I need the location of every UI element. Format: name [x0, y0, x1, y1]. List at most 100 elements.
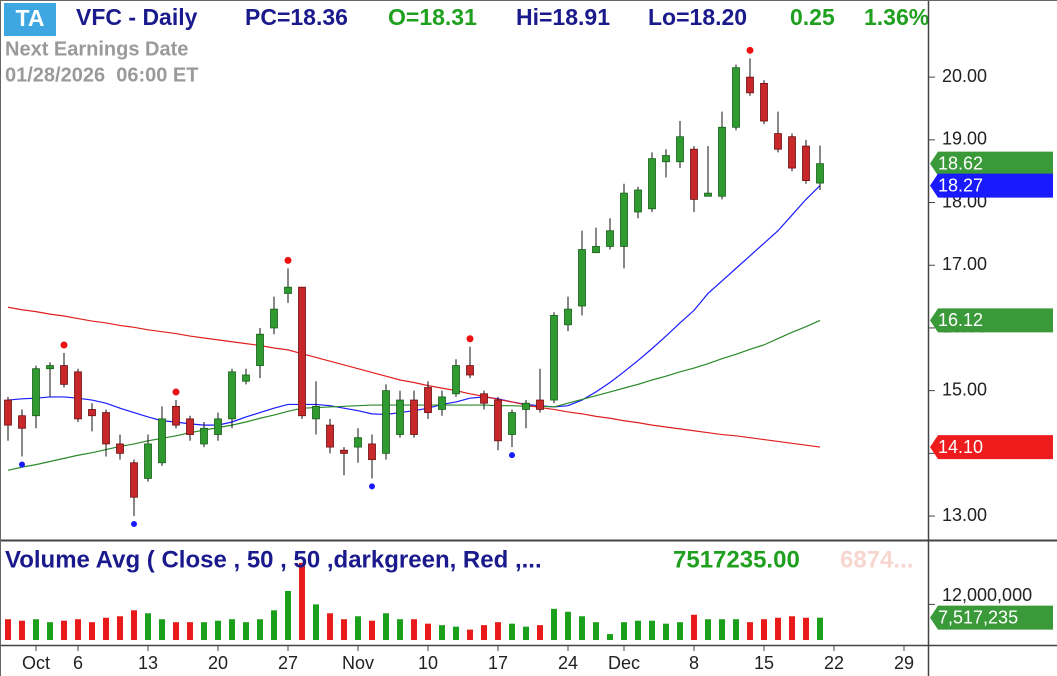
volume-bar [775, 617, 781, 640]
y-tick-label: 13.00 [942, 505, 987, 525]
volume-bar [719, 619, 725, 640]
price-tag-label: 14.10 [938, 437, 983, 457]
volume-bar [663, 623, 669, 640]
candle-body [550, 315, 558, 401]
candle-body [424, 387, 432, 413]
volume-bar [747, 622, 753, 640]
annotation: Next Earnings Date [5, 38, 188, 60]
price-tag-label: 18.62 [938, 153, 983, 173]
candle-body [270, 308, 278, 329]
volume-bar [579, 616, 585, 640]
candle-body [480, 393, 488, 404]
volume-bar [817, 617, 823, 640]
stat: PC=18.36 [245, 4, 348, 30]
volume-bar [145, 613, 151, 640]
volume-bar [201, 622, 207, 640]
volume-bar [761, 619, 767, 640]
candle-body [256, 333, 264, 366]
price-tag-box [930, 308, 1053, 333]
price-tag: 18.62 [930, 151, 1053, 176]
candle-body [718, 126, 726, 197]
volume-bar [593, 622, 599, 640]
x-tick-label: Nov [342, 653, 374, 673]
badge: TA [16, 5, 45, 31]
x-tick-label: 27 [278, 653, 298, 673]
chart-title: VFC - Daily [76, 4, 198, 30]
stat: Hi=18.91 [516, 4, 610, 30]
candle-body [32, 368, 40, 417]
volume-bar [411, 619, 417, 640]
volume-bar [691, 614, 697, 640]
volume-bar [89, 622, 95, 640]
candle-body [74, 371, 82, 420]
volume-bar [677, 622, 683, 640]
volume-bar [467, 629, 473, 640]
plot-area: TA VFC - Daily PC=18.36 O=18.31 Hi=18.91… [4, 3, 929, 640]
candle-body [60, 365, 68, 385]
candle-body [298, 286, 306, 417]
x-tick-label: 15 [754, 653, 774, 673]
ma-line [7, 306, 821, 448]
candle-body [326, 424, 334, 448]
candle-body [242, 374, 250, 382]
badge-box [4, 3, 56, 36]
candle-body [592, 246, 600, 254]
volume-bar [173, 622, 179, 640]
candle-body [102, 412, 110, 445]
y-tick-label: 20.00 [942, 66, 987, 86]
volume-bar [47, 622, 53, 640]
price-tag: 16.12 [930, 308, 1053, 333]
swing-high-dot [172, 388, 180, 396]
candle-body [340, 449, 348, 454]
volume-average: 6874... [840, 546, 913, 573]
y-tick-label: 15.00 [942, 379, 987, 399]
volume-bar [159, 619, 165, 640]
volume-bar [19, 620, 25, 640]
candle-body [494, 399, 502, 442]
swing-low-dot [509, 452, 515, 459]
candle-body [536, 399, 544, 410]
stat: 0.25 [790, 4, 835, 30]
price-tag-box [930, 605, 1053, 630]
price-tag-box [930, 173, 1053, 198]
candle-body [144, 443, 152, 479]
volume-bar [33, 619, 39, 640]
volume-bar [621, 622, 627, 640]
candle-body [172, 405, 180, 426]
volume-bar [803, 617, 809, 640]
swing-low-dot [19, 461, 25, 468]
candle-body [284, 286, 292, 294]
candle-body [312, 405, 320, 420]
price-tag-box [930, 151, 1053, 176]
volume-bar [369, 620, 375, 640]
candle-body [746, 76, 754, 94]
candle-body [620, 192, 628, 247]
volume-bar [229, 619, 235, 640]
volume-bar [481, 625, 487, 640]
x-tick-label: 13 [138, 653, 158, 673]
candle-body [648, 158, 656, 210]
candle-body [46, 365, 54, 370]
candle-body [564, 308, 572, 326]
candle-body [676, 136, 684, 163]
candle-body [354, 437, 362, 448]
volume-bar [75, 619, 81, 640]
volume-bar [789, 616, 795, 640]
candle-body [578, 249, 586, 307]
x-tick-label: Dec [608, 653, 640, 673]
x-tick-label: 8 [689, 653, 699, 673]
stat: 1.36% [864, 4, 929, 30]
candle-body [760, 82, 768, 122]
annotation: 01/28/2026 06:00 ET [5, 64, 198, 86]
candle-body [816, 163, 824, 184]
x-tick-label: 24 [558, 653, 578, 673]
volume-bar [257, 619, 263, 640]
candle-body [186, 418, 194, 435]
volume-bar [271, 610, 277, 640]
volume-bar [509, 623, 515, 640]
candle-body [662, 155, 670, 163]
volume-bar [705, 619, 711, 640]
candle-body [452, 365, 460, 395]
volume-bar [565, 611, 571, 640]
candle-body [18, 415, 26, 429]
